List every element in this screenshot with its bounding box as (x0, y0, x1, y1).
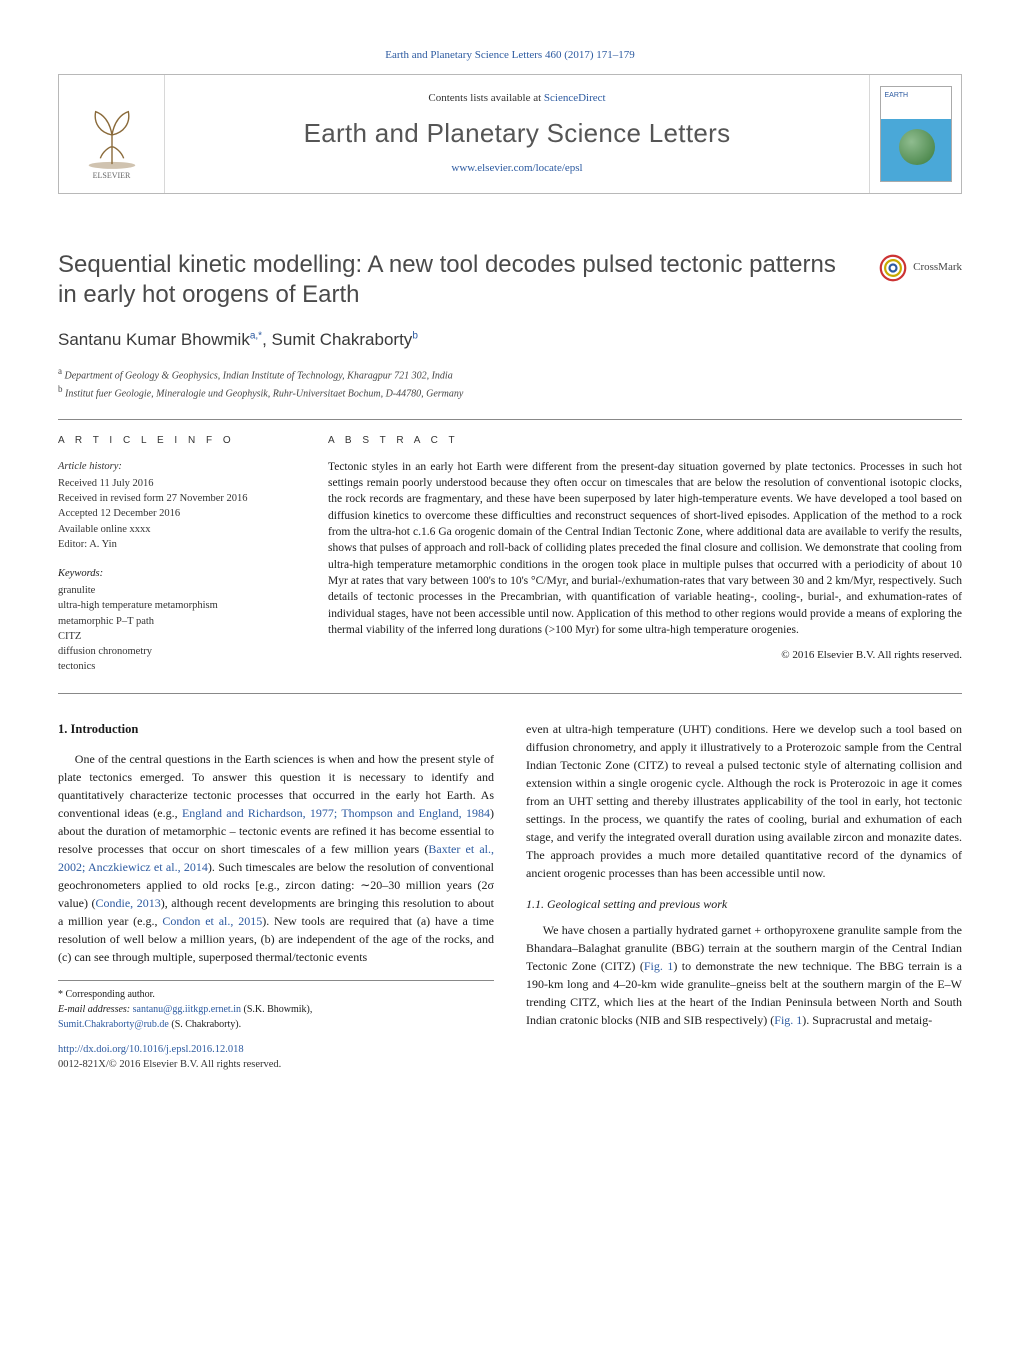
journal-header: ELSEVIER Contents lists available at Sci… (58, 74, 962, 194)
affil-sup-a[interactable]: a, (250, 330, 258, 341)
intro-paragraph-1-cont: even at ultra-high temperature (UHT) con… (526, 720, 962, 882)
section-1-heading: 1. Introduction (58, 720, 494, 738)
geological-setting-paragraph: We have chosen a partially hydrated garn… (526, 921, 962, 1029)
email-who-2: (S. Chakraborty). (169, 1019, 241, 1030)
article-title: Sequential kinetic modelling: A new tool… (58, 250, 855, 310)
author-2: , Sumit Chakraborty (262, 330, 412, 349)
affil-sup-b[interactable]: b (412, 330, 418, 341)
doi-link[interactable]: http://dx.doi.org/10.1016/j.epsl.2016.12… (58, 1044, 244, 1055)
intro-paragraph-1: One of the central questions in the Eart… (58, 750, 494, 966)
issn-copyright: 0012-821X/© 2016 Elsevier B.V. All right… (58, 1057, 494, 1072)
ref-fig-1b[interactable]: Fig. 1 (774, 1013, 802, 1027)
crossmark-icon (879, 254, 907, 282)
crossmark-badge[interactable]: CrossMark (879, 254, 962, 282)
journal-title: Earth and Planetary Science Letters (304, 115, 731, 153)
affiliations: a Department of Geology & Geophysics, In… (58, 365, 962, 402)
keywords-list: granulite ultra-high temperature metamor… (58, 583, 294, 674)
contents-prefix: Contents lists available at (428, 92, 543, 104)
email-author-2[interactable]: Sumit.Chakraborty@rub.de (58, 1019, 169, 1030)
corresponding-author-note: * Corresponding author. (58, 987, 494, 1002)
ref-condie[interactable]: Condie, 2013 (96, 896, 161, 910)
abstract-label: A B S T R A C T (328, 434, 962, 449)
footnotes: * Corresponding author. E-mail addresses… (58, 980, 494, 1032)
abstract-text: Tectonic styles in an early hot Earth we… (328, 459, 962, 639)
issue-reference: Earth and Planetary Science Letters 460 … (58, 48, 962, 64)
issue-reference-link[interactable]: Earth and Planetary Science Letters 460 … (385, 49, 635, 61)
keywords-label: Keywords: (58, 566, 294, 581)
elsevier-tree-icon (77, 100, 147, 170)
sciencedirect-link[interactable]: ScienceDirect (544, 92, 606, 104)
email-who-1: (S.K. Bhowmik), (241, 1004, 312, 1015)
crossmark-label: CrossMark (913, 260, 962, 276)
contents-available: Contents lists available at ScienceDirec… (428, 91, 605, 107)
cover-thumb-cell (869, 75, 961, 193)
email-label: E-mail addresses: (58, 1004, 130, 1015)
affiliation-b: Institut fuer Geologie, Mineralogie und … (65, 388, 463, 399)
article-history: Received 11 July 2016 Received in revise… (58, 476, 294, 552)
journal-cover-thumbnail (880, 86, 952, 182)
author-1: Santanu Kumar Bhowmik (58, 330, 250, 349)
email-author-1[interactable]: santanu@gg.iitkgp.ernet.in (133, 1004, 241, 1015)
ref-fig-1a[interactable]: Fig. 1 (644, 959, 673, 973)
affiliation-a: Department of Geology & Geophysics, Indi… (65, 370, 453, 381)
elsevier-logo: ELSEVIER (71, 86, 153, 182)
author-list: Santanu Kumar Bhowmika,*, Sumit Chakrabo… (58, 328, 962, 353)
ref-england-thompson[interactable]: England and Richardson, 1977; Thompson a… (182, 806, 490, 820)
publisher-logo-cell: ELSEVIER (59, 75, 165, 193)
rule-top (58, 419, 962, 420)
publisher-name: ELSEVIER (93, 170, 131, 182)
history-label: Article history: (58, 459, 294, 474)
ref-condon[interactable]: Condon et al., 2015 (162, 914, 262, 928)
rule-bottom (58, 693, 962, 694)
abstract-copyright: © 2016 Elsevier B.V. All rights reserved… (328, 648, 962, 664)
section-1-1-heading: 1.1. Geological setting and previous wor… (526, 896, 962, 913)
article-info-label: A R T I C L E I N F O (58, 434, 294, 449)
journal-homepage-link[interactable]: www.elsevier.com/locate/epsl (451, 162, 582, 174)
